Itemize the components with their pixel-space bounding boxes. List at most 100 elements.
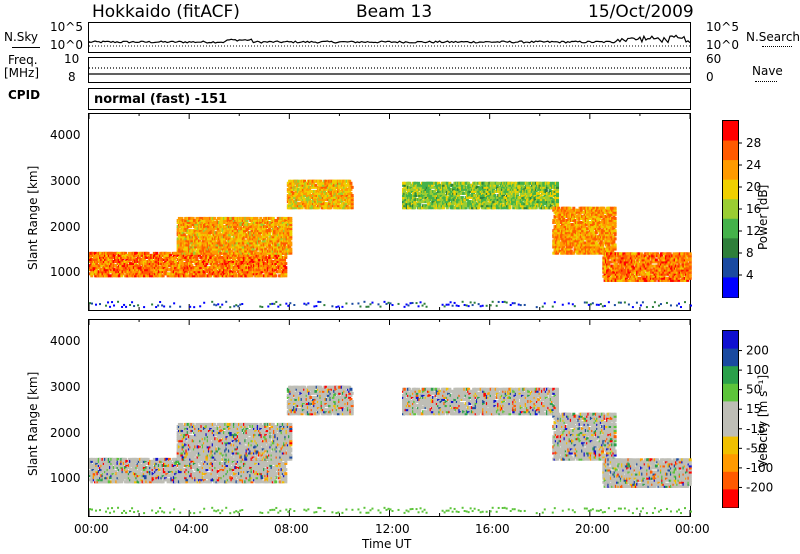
velocity-cell	[225, 429, 229, 433]
velocity-cell	[196, 468, 200, 472]
power-cell	[221, 247, 225, 251]
power-cell	[275, 266, 279, 270]
velocity-cell	[169, 470, 173, 474]
power-cell	[177, 216, 181, 220]
velocity-cell	[205, 437, 209, 441]
velocity-cell	[259, 478, 263, 482]
power-cell	[200, 264, 204, 268]
velocity-cell	[164, 464, 168, 467]
velocity-cell	[243, 468, 247, 472]
power-cell	[225, 262, 229, 266]
power-cell	[177, 251, 181, 255]
power-cell	[204, 258, 208, 261]
power-cell	[176, 253, 180, 257]
power-cell	[224, 251, 228, 255]
power-cell	[259, 255, 263, 259]
power-cell	[251, 262, 255, 266]
power-cell	[202, 233, 206, 237]
velocity-cell	[248, 451, 252, 455]
power-cell	[120, 274, 124, 278]
velocity-cell	[186, 457, 190, 461]
velocity-cell	[239, 453, 243, 457]
power-cell	[243, 262, 247, 266]
power-cell	[125, 253, 129, 257]
velocity-cell	[235, 466, 239, 470]
velocity-cell	[259, 461, 263, 465]
velocity-cell	[214, 464, 218, 467]
power-cell	[172, 253, 176, 257]
power-cell	[194, 253, 198, 257]
power-cell	[205, 223, 209, 227]
velocity-cell	[227, 474, 231, 478]
velocity-cell	[241, 443, 245, 447]
velocity-cell	[127, 457, 131, 461]
velocity-cell	[245, 427, 249, 431]
power-cell	[234, 216, 238, 220]
power-cell	[211, 251, 215, 255]
power-cell	[185, 272, 189, 276]
power-cell	[185, 223, 189, 227]
power-cell	[259, 216, 263, 220]
velocity-cell	[211, 455, 215, 459]
velocity-cell	[212, 472, 216, 476]
power-cell	[274, 274, 278, 278]
velocity-cell	[197, 453, 201, 457]
velocity-cell	[241, 453, 245, 457]
power-cell	[236, 247, 240, 251]
velocity-cell	[152, 480, 156, 484]
velocity-cell	[234, 472, 238, 476]
power-cell	[120, 268, 124, 272]
power-cell	[211, 253, 215, 257]
power-cell	[189, 262, 193, 266]
power-cell	[239, 225, 243, 229]
velocity-cell	[231, 451, 235, 455]
power-cell	[249, 253, 253, 257]
power-cell	[204, 225, 208, 229]
velocity-cell	[177, 453, 181, 457]
power-cell	[209, 253, 213, 257]
power-cell	[142, 258, 146, 261]
nsky-tick-bottom: 10^0	[50, 38, 83, 52]
power-colorbar-swatch	[723, 160, 738, 181]
power-cell	[169, 258, 173, 261]
power-cell	[116, 266, 120, 270]
power-cell	[281, 274, 285, 278]
velocity-colorbar-tick-label: -15	[746, 422, 766, 436]
power-cell	[99, 251, 103, 255]
velocity-cell	[204, 447, 208, 451]
velocity-cell	[130, 478, 134, 482]
power-cell	[164, 258, 168, 261]
power-cell	[104, 262, 108, 266]
velocity-cell	[191, 455, 195, 459]
power-cell	[107, 258, 111, 261]
power-cell	[187, 223, 191, 227]
power-cell	[159, 272, 163, 276]
velocity-colorbar-swatch	[723, 383, 738, 402]
power-cell	[120, 260, 124, 264]
power-cell	[155, 262, 159, 266]
velocity-cell	[97, 472, 101, 476]
velocity-cell	[210, 441, 214, 445]
velocity-cell	[241, 466, 245, 470]
power-cell	[177, 247, 181, 251]
power-cell	[243, 229, 247, 233]
power-cell	[210, 270, 214, 274]
velocity-cell	[194, 451, 198, 455]
power-cell	[207, 251, 211, 255]
velocity-cell	[190, 447, 194, 451]
velocity-cell	[240, 435, 244, 439]
power-cell	[232, 270, 236, 274]
power-cell	[162, 264, 166, 268]
power-cell	[207, 233, 211, 237]
velocity-cell	[224, 441, 228, 445]
power-cell	[111, 262, 115, 266]
power-cell	[127, 260, 131, 264]
power-cell	[189, 272, 193, 276]
velocity-cell	[224, 451, 228, 455]
velocity-cell	[255, 476, 259, 480]
power-cell	[245, 229, 249, 233]
power-cell	[251, 249, 255, 253]
power-colorbar-swatch	[723, 140, 738, 161]
velocity-cell	[176, 433, 180, 437]
power-colorbar-tick-label: 4	[746, 268, 754, 282]
